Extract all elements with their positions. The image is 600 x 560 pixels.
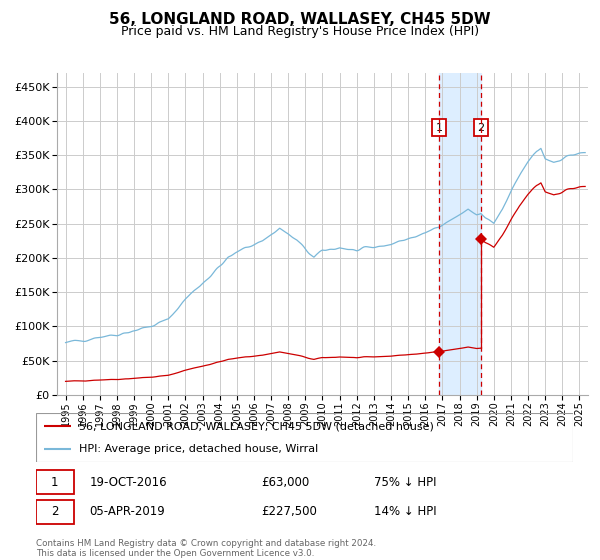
Bar [36, 500, 74, 524]
Text: 56, LONGLAND ROAD, WALLASEY, CH45 5DW (detached house): 56, LONGLAND ROAD, WALLASEY, CH45 5DW (d… [79, 421, 434, 431]
Text: 1: 1 [436, 123, 443, 133]
Text: 19-OCT-2016: 19-OCT-2016 [90, 475, 167, 489]
Text: 56, LONGLAND ROAD, WALLASEY, CH45 5DW: 56, LONGLAND ROAD, WALLASEY, CH45 5DW [109, 12, 491, 27]
Text: £227,500: £227,500 [262, 505, 317, 519]
Text: Contains HM Land Registry data © Crown copyright and database right 2024.
This d: Contains HM Land Registry data © Crown c… [36, 539, 376, 558]
Text: 2: 2 [51, 505, 59, 519]
Text: 75% ↓ HPI: 75% ↓ HPI [374, 475, 437, 489]
Text: 1: 1 [51, 475, 59, 489]
Bar [36, 470, 74, 494]
Text: £63,000: £63,000 [262, 475, 310, 489]
Text: 2: 2 [478, 123, 485, 133]
Text: HPI: Average price, detached house, Wirral: HPI: Average price, detached house, Wirr… [79, 444, 318, 454]
Bar [439, 73, 481, 395]
Text: 14% ↓ HPI: 14% ↓ HPI [374, 505, 437, 519]
Text: Price paid vs. HM Land Registry's House Price Index (HPI): Price paid vs. HM Land Registry's House … [121, 25, 479, 38]
Text: 05-APR-2019: 05-APR-2019 [90, 505, 166, 519]
